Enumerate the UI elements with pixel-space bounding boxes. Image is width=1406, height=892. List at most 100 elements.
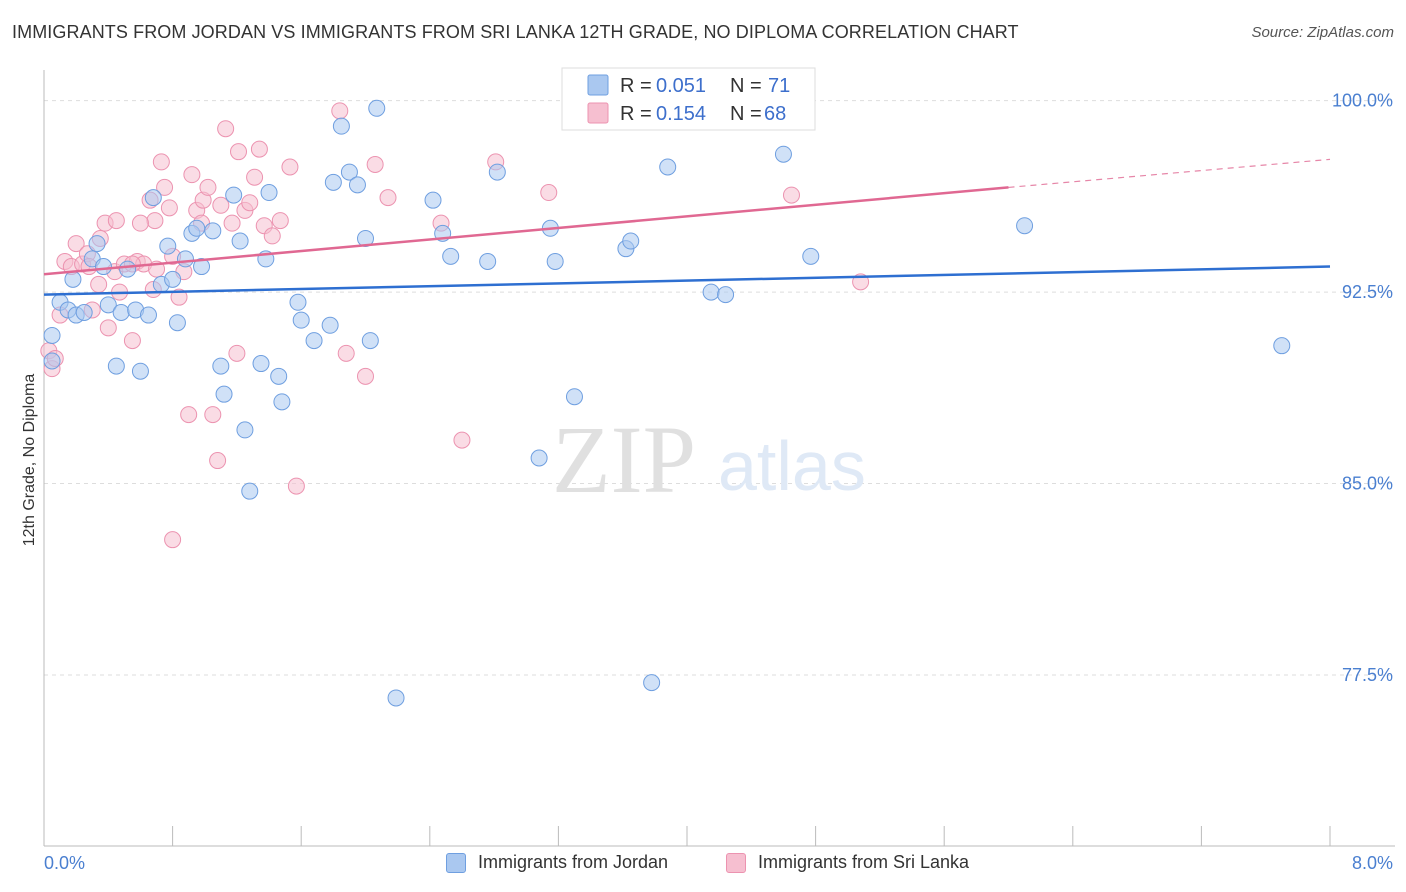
- point-srilanka: [246, 168, 264, 186]
- point-jordan: [565, 388, 583, 406]
- point-srilanka: [230, 143, 248, 161]
- point-srilanka: [164, 531, 182, 549]
- point-jordan: [131, 362, 149, 380]
- trend-line-jordan: [43, 265, 1331, 296]
- source-label: Source: ZipAtlas.com: [1251, 24, 1394, 41]
- point-jordan: [241, 482, 259, 500]
- y-tick-labels: 77.5% 85.0% 92.5% 100.0%: [1332, 91, 1393, 685]
- point-jordan: [144, 189, 162, 207]
- legend-srilanka-n-label: N =: [730, 103, 767, 125]
- point-jordan: [94, 258, 112, 276]
- legend-swatch-jordan: [587, 74, 609, 96]
- point-srilanka: [217, 120, 235, 138]
- point-jordan: [75, 304, 93, 321]
- point-srilanka: [540, 184, 558, 202]
- legend-srilanka-n-value: 68: [764, 103, 786, 125]
- point-srilanka: [209, 452, 227, 470]
- point-jordan: [546, 252, 564, 270]
- legend-jordan-n-label: N =: [730, 75, 767, 97]
- point-jordan: [188, 219, 206, 237]
- point-srilanka: [337, 344, 355, 362]
- point-srilanka: [160, 199, 178, 217]
- point-srilanka: [357, 367, 374, 385]
- point-jordan: [321, 316, 339, 334]
- point-srilanka: [271, 212, 289, 230]
- legend-label-srilanka: Immigrants from Sri Lanka: [758, 852, 970, 872]
- point-jordan: [530, 449, 548, 467]
- point-jordan: [702, 283, 720, 301]
- point-srilanka: [228, 344, 246, 362]
- point-jordan: [305, 332, 323, 350]
- series-legend: Immigrants from Jordan Immigrants from S…: [0, 852, 1406, 878]
- trend-line-srilanka-extrapolated: [1008, 158, 1331, 189]
- legend-srilanka-r-label: R =: [620, 103, 657, 125]
- point-jordan: [273, 393, 291, 411]
- point-jordan: [1016, 217, 1034, 235]
- point-srilanka: [67, 235, 85, 253]
- point-srilanka: [281, 158, 299, 176]
- point-jordan: [176, 250, 194, 268]
- point-jordan: [717, 286, 735, 304]
- point-jordan: [215, 385, 233, 403]
- legend-label-jordan: Immigrants from Jordan: [478, 852, 669, 872]
- point-srilanka: [366, 155, 384, 173]
- point-jordan: [168, 314, 186, 332]
- point-srilanka: [170, 288, 188, 306]
- point-jordan: [252, 355, 270, 373]
- legend-swatch-jordan-bottom: [446, 852, 466, 873]
- point-jordan: [659, 158, 677, 176]
- y-tick-label: 77.5%: [1342, 665, 1393, 685]
- stats-legend: R = 0.051 N = 71 R = 0.154 N = 68: [561, 67, 816, 131]
- legend-srilanka-r-value: 0.154: [656, 103, 706, 125]
- legend-jordan-r-label: R =: [620, 75, 657, 97]
- legend-jordan-r-value: 0.051: [656, 75, 706, 97]
- point-srilanka: [250, 140, 268, 158]
- point-srilanka: [241, 194, 259, 212]
- point-jordan: [292, 311, 310, 329]
- point-srilanka: [123, 332, 141, 350]
- chart-title: IMMIGRANTS FROM JORDAN VS IMMIGRANTS FRO…: [12, 22, 1019, 42]
- point-srilanka: [99, 319, 117, 337]
- point-srilanka: [287, 477, 305, 495]
- point-srilanka: [782, 186, 800, 204]
- point-srilanka: [152, 153, 170, 171]
- point-jordan: [622, 232, 640, 250]
- x-ticks: [43, 826, 1331, 846]
- x-tick-label: 8.0%: [1352, 853, 1393, 873]
- point-jordan: [64, 270, 82, 288]
- point-jordan: [270, 367, 288, 385]
- point-srilanka: [379, 189, 397, 207]
- watermark: ZIP atlas: [552, 406, 866, 513]
- point-jordan: [231, 232, 249, 250]
- point-srilanka: [199, 178, 217, 196]
- point-jordan: [139, 306, 157, 324]
- series-jordan-points: [43, 87, 1291, 707]
- point-jordan: [348, 176, 366, 194]
- watermark-atlas: atlas: [718, 427, 866, 505]
- point-jordan: [289, 293, 307, 311]
- point-jordan: [368, 99, 386, 117]
- point-srilanka: [183, 166, 201, 184]
- point-srilanka: [131, 214, 149, 232]
- point-srilanka: [223, 214, 241, 232]
- trend-lines: [43, 158, 1331, 296]
- point-jordan: [43, 326, 61, 344]
- point-jordan: [387, 689, 405, 707]
- point-srilanka: [263, 227, 281, 245]
- x-tick-label: 0.0%: [44, 853, 85, 873]
- point-jordan: [99, 296, 117, 314]
- point-jordan: [1273, 337, 1291, 355]
- point-srilanka: [146, 212, 164, 230]
- point-jordan: [340, 163, 358, 181]
- point-jordan: [43, 352, 61, 370]
- point-jordan: [159, 237, 177, 255]
- point-jordan: [107, 357, 125, 375]
- y-tick-label: 92.5%: [1342, 282, 1393, 302]
- point-jordan: [488, 163, 506, 181]
- legend-item-srilanka: Immigrants from Sri Lanka: [726, 852, 969, 873]
- point-jordan: [324, 173, 342, 191]
- point-jordan: [193, 258, 211, 276]
- point-srilanka: [180, 406, 198, 424]
- point-srilanka: [156, 178, 174, 196]
